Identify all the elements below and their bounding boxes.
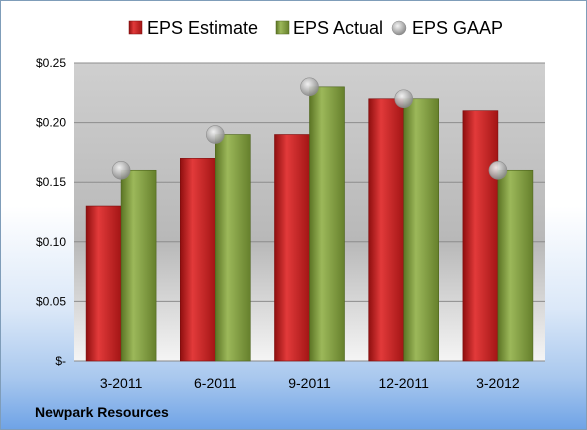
legend-swatch-estimate: [128, 20, 143, 35]
gaap-markers: [111, 77, 508, 180]
marker-eps-gaap: [394, 89, 414, 109]
y-axis-ticks: $- $0.05 $0.10 $0.15 $0.20 $0.25: [36, 56, 66, 368]
bar-eps-estimate: [180, 158, 216, 362]
legend-label-actual: EPS Actual: [293, 18, 383, 38]
y-tick-label: $0.25: [36, 56, 66, 70]
x-category-label: 9-2011: [288, 375, 331, 391]
x-category-label: 3-2012: [476, 375, 520, 391]
marker-eps-gaap: [111, 160, 131, 180]
legend-item-actual: EPS Actual: [275, 18, 383, 38]
bar-eps-actual: [403, 98, 440, 362]
y-tick-label: $0.05: [36, 294, 66, 308]
marker-eps-gaap: [488, 160, 508, 180]
legend-item-estimate: EPS Estimate: [128, 18, 258, 38]
legend-label-estimate: EPS Estimate: [147, 18, 258, 38]
legend-swatch-actual: [275, 20, 290, 35]
x-category-label: 12-2011: [379, 375, 430, 391]
y-tick-label: $-: [55, 354, 66, 368]
x-axis-categories: 3-2011 6-2011 9-2011 12-2011 3-2012: [100, 375, 520, 391]
bars: [85, 86, 534, 362]
bar-eps-estimate: [462, 110, 499, 362]
x-category-label: 6-2011: [194, 375, 237, 391]
y-tick-label: $0.15: [36, 175, 66, 189]
bar-eps-actual: [120, 169, 157, 362]
marker-eps-gaap: [300, 77, 319, 97]
bar-eps-actual: [215, 134, 251, 362]
legend: EPS Estimate EPS Actual EPS GAAP: [128, 18, 503, 38]
marker-eps-gaap: [206, 125, 225, 144]
legend-item-gaap: EPS GAAP: [391, 18, 503, 38]
legend-label-gaap: EPS GAAP: [412, 18, 503, 38]
y-tick-label: $0.10: [36, 235, 66, 249]
bar-eps-actual: [309, 86, 345, 362]
bar-eps-estimate: [85, 205, 122, 362]
bar-eps-estimate: [368, 98, 405, 362]
x-category-label: 3-2011: [100, 375, 143, 391]
bar-eps-estimate: [274, 134, 310, 362]
bar-eps-actual: [497, 169, 534, 362]
y-tick-label: $0.20: [36, 116, 66, 130]
company-name: Newpark Resources: [35, 404, 169, 420]
legend-marker-gaap: [391, 20, 407, 36]
